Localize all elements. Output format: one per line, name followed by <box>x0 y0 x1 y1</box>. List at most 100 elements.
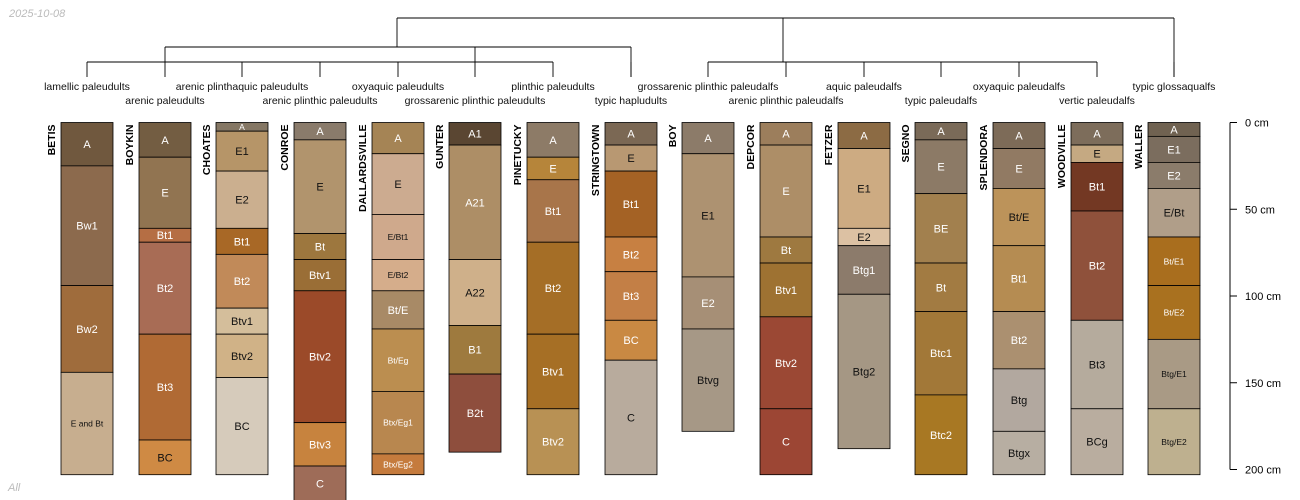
horizon-label: Btx/Eg1 <box>383 418 413 428</box>
horizon-label: E <box>549 163 556 175</box>
horizon-label: E <box>394 179 401 191</box>
horizon-label: E/Bt2 <box>388 270 409 280</box>
horizon-label: B2t <box>467 408 484 420</box>
horizon-block <box>448 325 502 375</box>
horizon-label: Btvg <box>697 375 719 387</box>
horizon-block <box>681 276 735 330</box>
taxon-label: plinthic paleudults <box>511 81 594 93</box>
horizon-label: Btc2 <box>930 430 952 442</box>
horizon-block <box>1070 162 1124 212</box>
horizon-label: E1 <box>1167 144 1180 156</box>
horizon-label: Bt1 <box>623 199 640 211</box>
horizon-label: Btv3 <box>309 439 331 451</box>
horizon-label: A <box>394 133 402 145</box>
horizon-label: A <box>161 135 169 147</box>
horizon-block <box>526 179 580 243</box>
horizon-block <box>837 148 891 229</box>
horizon-block <box>992 311 1046 370</box>
horizon-label: A <box>1093 129 1101 141</box>
horizon-block <box>1070 319 1124 410</box>
horizon-label: E <box>782 186 789 198</box>
horizon-label: Btv2 <box>231 351 253 363</box>
horizon-block <box>371 122 425 155</box>
horizon-label: A21 <box>465 197 485 209</box>
profile-name: CONROE <box>279 125 291 171</box>
taxon-label: typic paleudalfs <box>905 95 977 107</box>
horizon-block <box>60 165 114 286</box>
horizon-label: C <box>782 437 790 449</box>
horizon-label: Bt/E1 <box>1164 256 1185 266</box>
depth-tick-label: 150 cm <box>1245 378 1281 390</box>
horizon-block <box>604 236 658 273</box>
horizon-block <box>1070 408 1124 476</box>
horizon-label: Btv1 <box>775 285 797 297</box>
profile-name: WOODVILLE <box>1056 125 1068 189</box>
horizon-label: E2 <box>701 298 714 310</box>
horizon-label: Bt3 <box>157 382 174 394</box>
horizon-block <box>1070 210 1124 321</box>
taxon-label: grossarenic plinthic paleudalfs <box>638 81 779 93</box>
profile-name: GUNTER <box>434 124 446 169</box>
horizon-label: C <box>627 412 635 424</box>
horizon-label: Btx/Eg2 <box>383 459 413 469</box>
horizon-label: Btv2 <box>309 352 331 364</box>
taxon-label: oxyaquic paleudults <box>352 81 444 93</box>
horizon-block <box>992 430 1046 476</box>
horizon-label: Bt/E2 <box>1164 308 1185 318</box>
horizon-label: E <box>316 182 323 194</box>
depth-tick-label: 0 cm <box>1245 118 1269 130</box>
profile-name: DALLARDSVILLE <box>357 125 369 213</box>
horizon-label: E2 <box>1167 170 1180 182</box>
horizon-label: BCg <box>1086 437 1107 449</box>
horizon-label: Bt1 <box>234 236 251 248</box>
taxon-label: lamellic paleudults <box>44 81 130 93</box>
taxon-label: aquic paleudalfs <box>826 81 902 93</box>
horizon-block <box>448 259 502 326</box>
horizon-label: Btc1 <box>930 348 952 360</box>
horizon-block <box>1147 285 1201 340</box>
horizon-label: BC <box>623 335 638 347</box>
horizon-block <box>914 262 968 313</box>
horizon-label: E/Bt <box>1164 208 1185 220</box>
horizon-label: E <box>627 153 634 165</box>
horizon-label: Bt2 <box>234 276 251 288</box>
taxon-label: arenic paleudults <box>125 95 204 107</box>
horizon-label: A <box>704 133 712 145</box>
profile-name: DEPCOR <box>745 124 757 169</box>
horizon-block <box>992 148 1046 189</box>
horizon-block <box>293 259 347 292</box>
horizon-label: Bt2 <box>1011 335 1028 347</box>
horizon-block <box>837 293 891 450</box>
horizon-block <box>215 170 269 229</box>
horizon-label: Btg/E1 <box>1161 369 1187 379</box>
horizon-block <box>138 156 192 229</box>
horizon-label: A <box>860 130 868 142</box>
horizon-label: B1 <box>468 345 481 357</box>
profile-name: FETZER <box>823 124 835 165</box>
horizon-label: Bw2 <box>76 324 97 336</box>
horizon-label: Btv1 <box>309 270 331 282</box>
horizon-label: C <box>316 478 324 490</box>
taxon-label: arenic plinthic paleudults <box>263 95 378 107</box>
horizon-label: Bt2 <box>157 283 174 295</box>
horizon-block <box>371 153 425 215</box>
horizon-label: Bt2 <box>623 249 640 261</box>
horizon-block <box>215 377 269 476</box>
profile-name: SPLENDORA <box>978 124 990 190</box>
taxon-label: typic glossaqualfs <box>1133 81 1216 93</box>
profile-name: BOYKIN <box>124 125 136 166</box>
horizon-label: A <box>1170 124 1178 136</box>
horizon-block <box>604 319 658 361</box>
horizon-block <box>371 328 425 392</box>
horizon-block <box>992 368 1046 432</box>
horizon-label: Bt <box>781 245 791 257</box>
horizon-label: Bt3 <box>1089 359 1106 371</box>
horizon-block <box>138 439 192 476</box>
date-stamp: 2025-10-08 <box>9 8 66 20</box>
horizon-label: A <box>316 126 324 138</box>
horizon-label: Bt2 <box>545 283 562 295</box>
horizon-label: E2 <box>235 195 248 207</box>
horizon-label: E <box>937 162 944 174</box>
horizon-label: E <box>1093 149 1100 161</box>
profile-name: PINETUCKY <box>512 125 524 186</box>
